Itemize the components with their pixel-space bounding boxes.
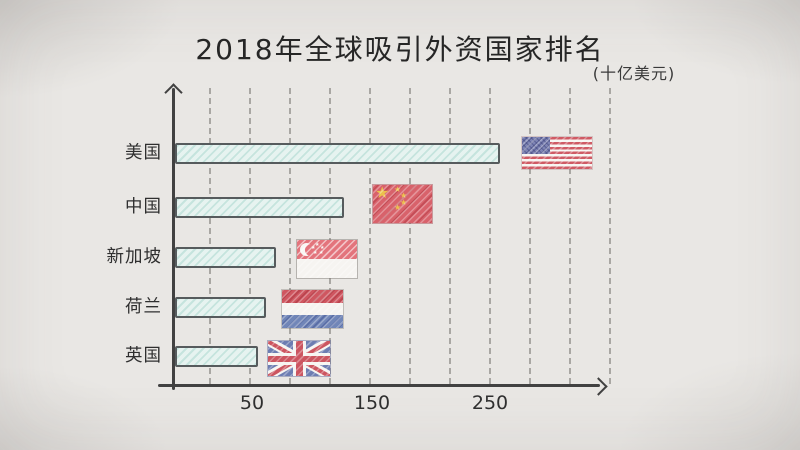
x-axis-arrow-icon	[589, 377, 608, 396]
gridline	[529, 88, 531, 384]
chart-unit-label: (十亿美元)	[592, 64, 676, 83]
singapore-flag-icon: ★ ★ ★ ★ ★	[297, 240, 357, 278]
x-tick-150: 150	[353, 392, 391, 414]
gridline	[569, 88, 571, 384]
gridline	[609, 88, 611, 384]
chart-title: 2018年全球吸引外资国家排名	[195, 33, 605, 66]
uk-flag-icon	[268, 341, 330, 376]
category-label-uk: 英国	[125, 346, 162, 366]
gridline	[369, 88, 371, 384]
category-label-netherlands: 荷兰	[125, 297, 162, 317]
gridline	[289, 88, 291, 384]
x-tick-250: 250	[471, 392, 509, 414]
usa-flag-icon	[522, 137, 592, 169]
gridline	[489, 88, 491, 384]
netherlands-flag-icon	[282, 290, 343, 328]
bar-singapore	[175, 247, 276, 268]
bar-usa	[175, 143, 500, 164]
x-axis	[158, 384, 600, 387]
bar-china	[175, 197, 344, 218]
category-label-usa: 美国	[125, 143, 162, 163]
category-label-singapore: 新加坡	[106, 247, 162, 267]
bar-uk	[175, 346, 258, 367]
china-flag-icon: ★ ★ ★ ★ ★	[373, 185, 432, 223]
gridline	[409, 88, 411, 384]
category-label-china: 中国	[125, 197, 162, 217]
y-axis-arrow-icon	[164, 83, 183, 102]
gridline	[209, 88, 211, 384]
gridline	[449, 88, 451, 384]
gridline	[249, 88, 251, 384]
x-tick-50: 50	[239, 392, 265, 414]
gridline	[329, 88, 331, 384]
bar-netherlands	[175, 297, 266, 318]
usa-flag-canton	[522, 137, 550, 154]
y-axis	[172, 88, 175, 390]
